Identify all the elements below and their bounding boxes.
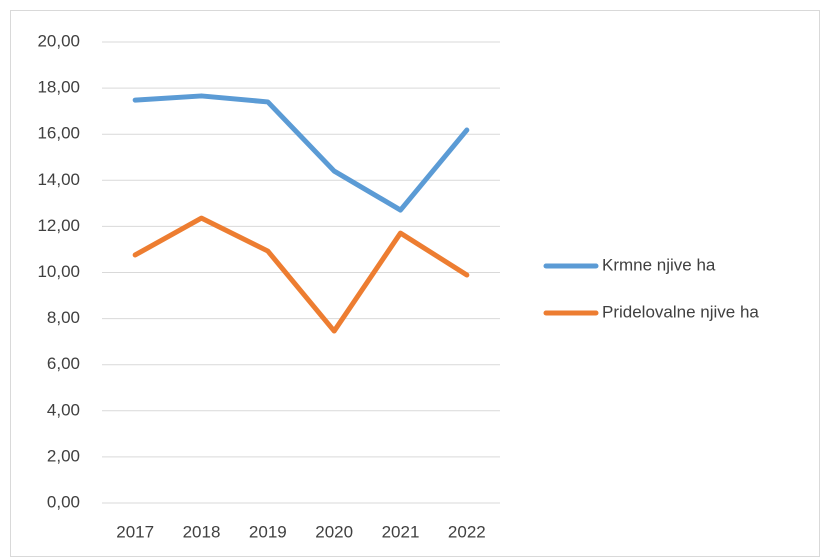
y-tick-label: 14,00 <box>37 170 80 189</box>
y-tick-label: 8,00 <box>47 308 80 327</box>
y-tick-label: 20,00 <box>37 31 80 50</box>
x-tick-label: 2019 <box>249 522 287 541</box>
y-tick-label: 10,00 <box>37 262 80 281</box>
x-tick-label: 2022 <box>448 522 486 541</box>
chart-frame <box>10 10 820 557</box>
x-tick-label: 2020 <box>315 522 353 541</box>
data-line <box>132 93 470 213</box>
legend-label: Pridelovalne njive ha <box>602 302 759 321</box>
legend-label: Krmne njive ha <box>602 255 716 274</box>
y-tick-label: 18,00 <box>37 78 80 97</box>
y-tick-label: 4,00 <box>47 400 80 419</box>
x-tick-label: 2017 <box>116 522 154 541</box>
y-tick-label: 0,00 <box>47 492 80 511</box>
data-line <box>132 215 470 334</box>
y-tick-label: 6,00 <box>47 354 80 373</box>
x-tick-label: 2021 <box>382 522 420 541</box>
x-tick-label: 2018 <box>183 522 221 541</box>
y-tick-label: 12,00 <box>37 216 80 235</box>
y-tick-label: 16,00 <box>37 124 80 143</box>
y-tick-label: 2,00 <box>47 446 80 465</box>
